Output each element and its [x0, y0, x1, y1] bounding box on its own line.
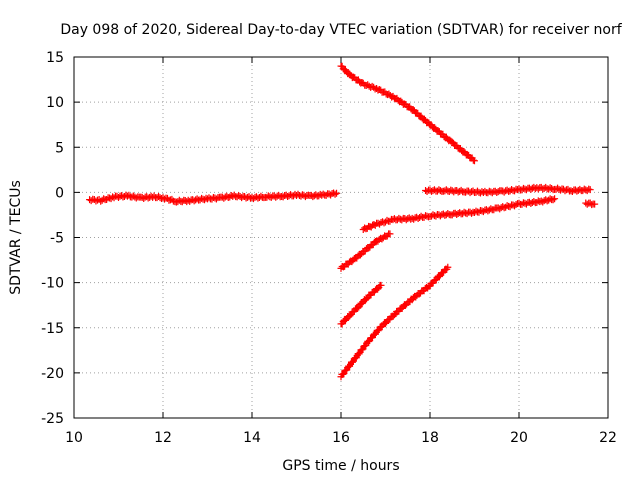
data-point: [431, 124, 439, 132]
y-tick-label: 15: [46, 50, 64, 66]
data-point: [356, 251, 364, 259]
data-point: [98, 196, 106, 204]
data-point: [548, 185, 556, 193]
axis-ticks: 10 12 14 16 18 20 22 -25 -20 -15 -10 -5 0 5 10 15: [41, 50, 617, 446]
x-tick-label: 14: [243, 430, 261, 446]
series-8: [337, 263, 452, 381]
data-point: [374, 327, 382, 335]
data-point: [346, 312, 354, 320]
data-point: [549, 196, 557, 204]
data-point: [468, 188, 476, 196]
data-point: [444, 263, 452, 271]
data-point: [457, 186, 465, 194]
data-point: [487, 205, 495, 213]
data-point: [490, 206, 498, 214]
data-point: [95, 196, 103, 204]
data-point: [417, 212, 425, 220]
data-point: [511, 187, 519, 195]
data-point: [374, 285, 382, 293]
data-point: [331, 190, 339, 198]
series-5: [582, 199, 599, 209]
y-tick-label: -25: [41, 411, 64, 427]
data-point: [462, 209, 470, 217]
data-point: [494, 188, 502, 196]
series-1: [86, 189, 341, 206]
data-point: [354, 304, 362, 312]
data-point: [533, 198, 541, 206]
x-axis-label: GPS time / hours: [282, 458, 399, 474]
y-tick-label: -20: [41, 366, 64, 382]
data-point: [382, 218, 389, 226]
series-2: [337, 62, 478, 165]
data-point: [383, 216, 391, 224]
y-axis-label: SDTVAR / TECUs: [8, 180, 24, 295]
data-point: [586, 186, 594, 194]
data-point: [521, 185, 529, 193]
data-point: [100, 195, 108, 203]
data-point: [212, 195, 220, 203]
series-7: [337, 281, 385, 328]
data-point: [107, 195, 115, 203]
data-point: [468, 209, 476, 217]
data-point: [564, 185, 572, 193]
data-point: [363, 295, 371, 303]
series-3: [422, 183, 594, 197]
data-point: [435, 186, 443, 194]
x-tick-label: 12: [154, 430, 172, 446]
x-tick-label: 18: [421, 430, 439, 446]
data-point: [591, 200, 599, 208]
data-point: [460, 148, 468, 156]
data-point: [132, 194, 140, 202]
data-point: [266, 193, 274, 201]
data-point: [374, 219, 382, 227]
data-point: [396, 215, 404, 223]
chart-title: Day 098 of 2020, Sidereal Day-to-day VTE…: [60, 22, 622, 38]
data-point: [586, 199, 594, 207]
x-tick-label: 20: [510, 430, 528, 446]
data-point: [339, 370, 347, 378]
data-point: [223, 192, 231, 200]
data-point: [471, 157, 478, 165]
x-tick-label: 22: [599, 430, 617, 446]
data-point: [444, 209, 452, 217]
y-tick-label: -5: [50, 231, 64, 247]
y-tick-label: 5: [55, 140, 64, 156]
data-point: [160, 195, 168, 203]
y-tick-label: -10: [41, 276, 64, 292]
series-4: [359, 195, 559, 233]
data-point: [362, 82, 370, 90]
data-point: [503, 186, 511, 194]
data-point: [301, 193, 309, 201]
data-point: [355, 350, 363, 358]
series-6: [337, 230, 394, 272]
data-series: [86, 62, 599, 381]
data-point: [551, 195, 559, 203]
grid: [74, 57, 608, 418]
data-point: [503, 202, 511, 210]
data-point: [567, 187, 575, 195]
data-point: [499, 203, 507, 211]
data-point: [257, 192, 265, 200]
y-tick-label: -15: [41, 321, 64, 337]
data-point: [408, 214, 416, 222]
data-point: [478, 207, 486, 215]
data-point: [377, 281, 385, 289]
x-tick-label: 16: [332, 430, 350, 446]
data-point: [435, 272, 443, 280]
data-point: [333, 189, 341, 197]
data-point: [382, 319, 389, 327]
data-point: [315, 192, 323, 200]
data-point: [583, 187, 591, 195]
data-point: [275, 191, 283, 199]
data-point: [201, 196, 209, 204]
data-point: [245, 193, 253, 201]
x-tick-label: 10: [65, 430, 83, 446]
data-point: [386, 230, 394, 238]
data-point: [521, 199, 529, 207]
y-tick-label: 10: [46, 95, 64, 111]
y-tick-label: 0: [55, 185, 64, 201]
data-point: [123, 192, 131, 200]
